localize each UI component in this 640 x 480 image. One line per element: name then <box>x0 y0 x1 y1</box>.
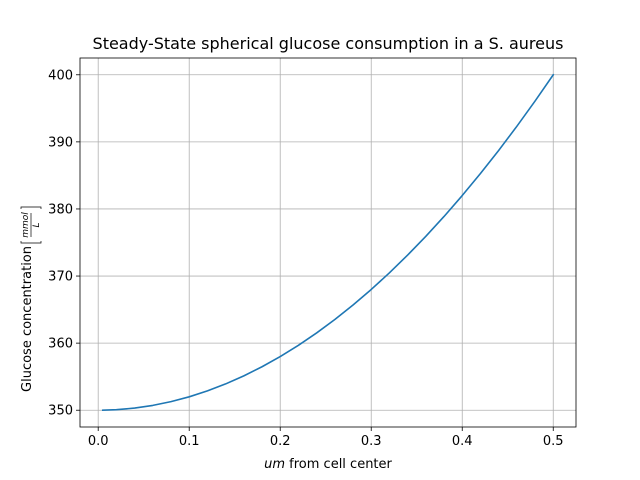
x-tick-label: 0.2 <box>270 434 291 449</box>
y-axis-label: Glucose concentration mmol L <box>20 206 42 392</box>
grid-layer <box>80 58 576 427</box>
y-tick-label: 400 <box>48 68 73 83</box>
series-line <box>101 73 555 412</box>
x-axis-label-text: from cell center <box>285 457 392 472</box>
x-tick-label: 0.4 <box>452 434 473 449</box>
x-tick-label: 0.5 <box>543 434 564 449</box>
tick-layer: 0.0 0.1 0.2 0.3 0.4 0.5 350 360 370 380 390 400 <box>48 68 563 449</box>
x-tick-label: 0.0 <box>88 434 109 449</box>
x-tick-label: 0.1 <box>179 434 200 449</box>
x-tick-label: 0.3 <box>361 434 382 449</box>
y-tick-label: 370 <box>48 270 73 285</box>
y-tick-label: 380 <box>48 202 73 217</box>
x-axis-label: um from cell center <box>264 457 392 472</box>
y-tick-label: 390 <box>48 135 73 150</box>
plot-frame <box>79 57 577 428</box>
y-axis-label-brackets <box>20 206 42 244</box>
y-tick-label: 360 <box>48 337 73 352</box>
y-tick-label: 350 <box>48 404 73 419</box>
y-axis-label-text: Glucose concentration <box>20 246 35 392</box>
chart-title: Steady-State spherical glucose consumpti… <box>93 34 564 53</box>
x-axis-label-unit: um <box>264 457 285 472</box>
series-layer <box>101 73 555 412</box>
y-axis-label-unit-numerator: mmol <box>21 212 31 238</box>
y-axis-label-unit-denominator: L <box>32 222 42 227</box>
